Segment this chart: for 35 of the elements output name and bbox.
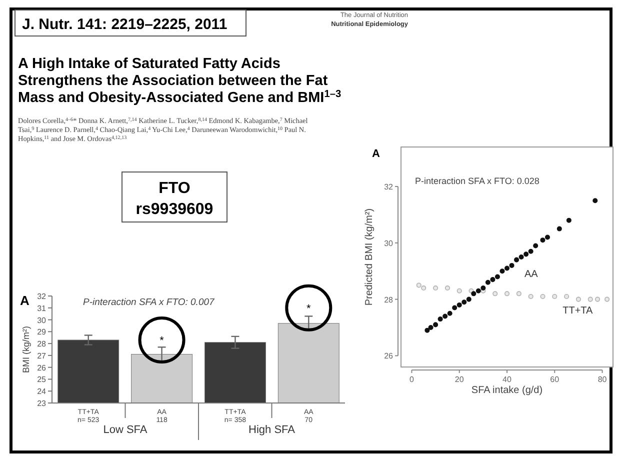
y-axis-title: Predicted BMI (kg/m²) — [364, 208, 375, 306]
text: J. Nutr. 141: 2219–2225, 2011 — [22, 16, 228, 33]
x-tick-label: 40 — [502, 375, 512, 384]
x-axis-title: SFA intake (g/d) — [471, 385, 543, 396]
y-tick-label: 23 — [37, 399, 47, 408]
x-tick-label: 0 — [409, 375, 414, 384]
y-tick-label: 27 — [37, 351, 47, 360]
text: FTO rs9939609 — [136, 180, 214, 218]
text: A High Intake of Saturated Fatty Acids Strengthens the Association between the Fat Mass and Obesity-Associated Gene and BMI$^{1–3}$ — [18, 56, 342, 106]
annotation: * — [306, 302, 312, 315]
text: A — [372, 148, 380, 160]
annotation: * — [160, 334, 165, 347]
x-tick-label: 60 — [550, 375, 560, 384]
y-tick-label: 25 — [37, 375, 47, 384]
y-axis-title: BMI (kg/m²) — [21, 326, 31, 373]
y-tick-label: 26 — [384, 352, 394, 361]
annotation: P-interaction SFA x FTO: 0.007 — [83, 297, 216, 308]
x-tick-label: 20 — [454, 375, 464, 384]
y-tick-label: 30 — [384, 238, 394, 248]
x-tick-label: 80 — [598, 375, 608, 384]
series-label: AA — [524, 268, 538, 280]
text: A — [20, 293, 30, 308]
y-tick-label: 32 — [384, 182, 394, 192]
y-tick-label: 30 — [37, 316, 47, 325]
y-tick-label: 24 — [37, 387, 47, 396]
y-tick-label: 31 — [37, 304, 47, 313]
y-tick-label: 32 — [37, 292, 47, 301]
series-label: TT+TA — [562, 305, 594, 316]
y-tick-label: 26 — [37, 363, 47, 372]
y-tick-label: 29 — [37, 328, 47, 337]
y-tick-label: 28 — [384, 295, 394, 304]
annotation: P-interaction SFA x FTO: 0.028 — [415, 176, 540, 186]
text: High SFA — [248, 424, 296, 436]
y-tick-label: 28 — [37, 340, 47, 349]
text: Low SFA — [103, 424, 148, 436]
